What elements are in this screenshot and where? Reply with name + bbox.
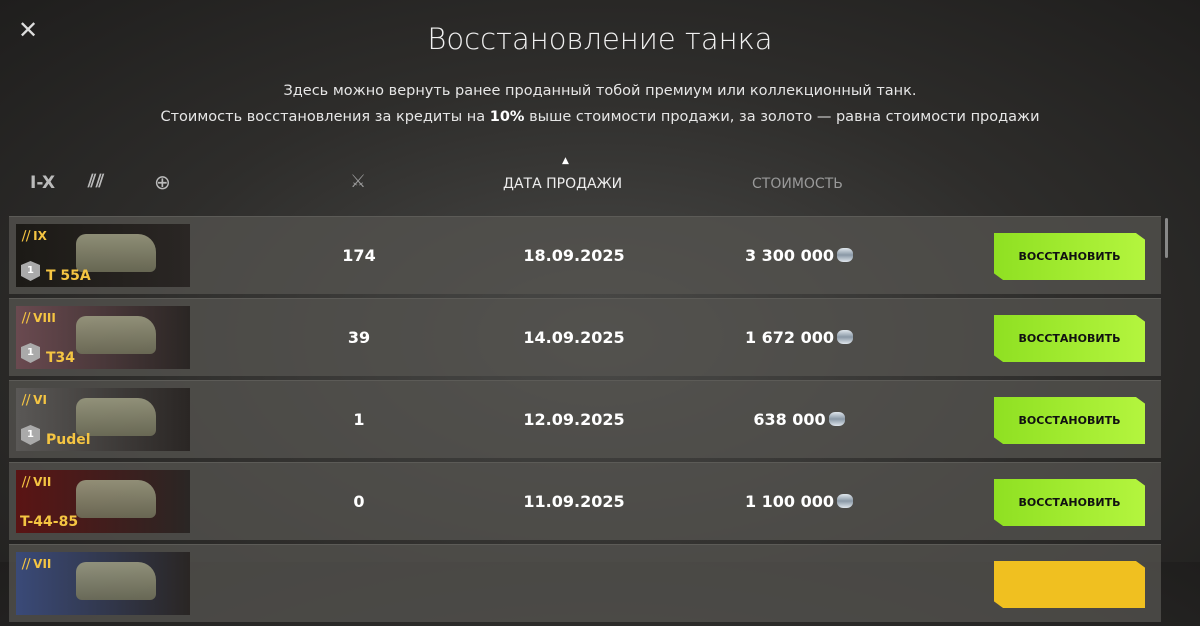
restore-button[interactable]: ВОССТАНОВИТЬ — [994, 479, 1145, 526]
tank-tier: ⧸⧸ VII — [22, 475, 51, 490]
sale-date: 18.09.2025 — [523, 246, 625, 265]
restore-button[interactable]: ВОССТАНОВИТЬ — [994, 397, 1145, 444]
sale-date: 14.09.2025 — [523, 328, 625, 347]
tier-label: VII — [33, 475, 52, 489]
subtitle-line: Стоимость восстановления за кредиты на 1… — [0, 104, 1200, 130]
subtitle-line: Здесь можно вернуть ранее проданный тобо… — [283, 83, 917, 99]
table-row: ⧸⧸ VII T-44-85 0 11.09.2025 1 100 000 ВОС… — [9, 462, 1161, 540]
table-row: ⧸⧸ VII — [9, 544, 1161, 622]
page-title: Восстановление танка — [427, 22, 773, 56]
battles-count: 0 — [353, 492, 365, 511]
close-button[interactable]: ✕ — [18, 16, 39, 44]
subtitle: Здесь можно вернуть ранее проданный тобо… — [0, 78, 1200, 130]
battles-count: 1 — [353, 410, 365, 429]
premium-icon: ⧸⧸ — [22, 229, 31, 243]
tank-card[interactable]: ⧸⧸ VIII 1 T34 — [16, 306, 190, 369]
credits-icon — [837, 330, 854, 344]
tank-image — [76, 316, 156, 354]
restore-button[interactable]: ВОССТАНОВИТЬ — [994, 233, 1145, 280]
sort-ascending-icon: ▲ — [562, 156, 569, 166]
tank-list: ⧸⧸ IX 1 T 55A 174 18.09.2025 3 300 000 ВО… — [9, 216, 1161, 626]
tier-label: IX — [33, 229, 47, 243]
subtitle-text: Стоимость восстановления за кредиты на — [160, 109, 490, 125]
cost-value: 1 100 000 — [744, 492, 835, 511]
crossed-swords-icon[interactable]: ⚔ — [350, 171, 367, 192]
column-cost[interactable]: СТОИМОСТЬ — [752, 176, 843, 192]
tier-label: VIII — [33, 311, 56, 325]
credits-icon — [837, 494, 854, 508]
subtitle-percent: 10% — [489, 109, 525, 125]
table-row: ⧸⧸ VI 1 Pudel 1 12.09.2025 638 000 ВОССТА… — [9, 380, 1161, 458]
globe-icon[interactable]: ⊕ — [154, 170, 171, 194]
sale-date: 11.09.2025 — [523, 492, 625, 511]
scrollbar[interactable] — [1165, 218, 1168, 258]
tank-card[interactable]: ⧸⧸ VI 1 Pudel — [16, 388, 190, 451]
premium-icon: ⧸⧸ — [22, 475, 31, 489]
tank-image — [76, 562, 156, 600]
tier-label: VII — [33, 557, 52, 571]
tank-image — [76, 398, 156, 436]
tank-name: Pudel — [46, 432, 91, 448]
table-row: ⧸⧸ VIII 1 T34 39 14.09.2025 1 672 000 ВОС… — [9, 298, 1161, 376]
sale-date: 12.09.2025 — [523, 410, 625, 429]
mastery-badge: 1 — [21, 425, 40, 445]
premium-icon: ⧸⧸ — [22, 311, 31, 325]
premium-icon: ⧸⧸ — [22, 557, 31, 571]
mastery-badge: 1 — [21, 343, 40, 363]
tank-tier: ⧸⧸ VIII — [22, 311, 56, 326]
tank-tier: ⧸⧸ VI — [22, 393, 47, 408]
tank-image — [76, 480, 156, 518]
mastery-badge: 1 — [21, 261, 40, 281]
table-row: ⧸⧸ IX 1 T 55A 174 18.09.2025 3 300 000 ВО… — [9, 216, 1161, 294]
cost-value: 3 300 000 — [744, 246, 835, 265]
tank-name: T34 — [46, 350, 76, 366]
restore-button[interactable]: ВОССТАНОВИТЬ — [994, 315, 1145, 362]
subtitle-text: выше стоимости продажи, за золото — равн… — [524, 109, 1040, 125]
tank-card[interactable]: ⧸⧸ IX 1 T 55A — [16, 224, 190, 287]
table-header: I-X ⫽⫽ ⊕ ⚔ ▲ ДАТА ПРОДАЖИ СТОИМОСТЬ — [0, 156, 1160, 202]
cost-value: 1 672 000 — [744, 328, 835, 347]
tank-card[interactable]: ⧸⧸ VII — [16, 552, 190, 615]
tank-image — [76, 234, 156, 272]
premium-icon: ⧸⧸ — [22, 393, 31, 407]
restore-button[interactable] — [994, 561, 1145, 608]
battles-count: 174 — [342, 246, 376, 265]
tank-class-icon[interactable]: ⫽⫽ — [88, 171, 105, 192]
tank-tier: ⧸⧸ IX — [22, 229, 47, 244]
tank-card[interactable]: ⧸⧸ VII T-44-85 — [16, 470, 190, 533]
tank-name: T-44-85 — [20, 514, 79, 530]
tank-tier: ⧸⧸ VII — [22, 557, 51, 572]
cost-value: 638 000 — [753, 410, 826, 429]
column-sale-date[interactable]: ДАТА ПРОДАЖИ — [503, 176, 623, 192]
tier-label: VI — [33, 393, 47, 407]
battles-count: 39 — [347, 328, 371, 347]
credits-icon — [828, 412, 845, 426]
tier-filter[interactable]: I-X — [30, 173, 56, 193]
credits-icon — [837, 248, 854, 262]
tank-name: T 55A — [46, 268, 91, 284]
